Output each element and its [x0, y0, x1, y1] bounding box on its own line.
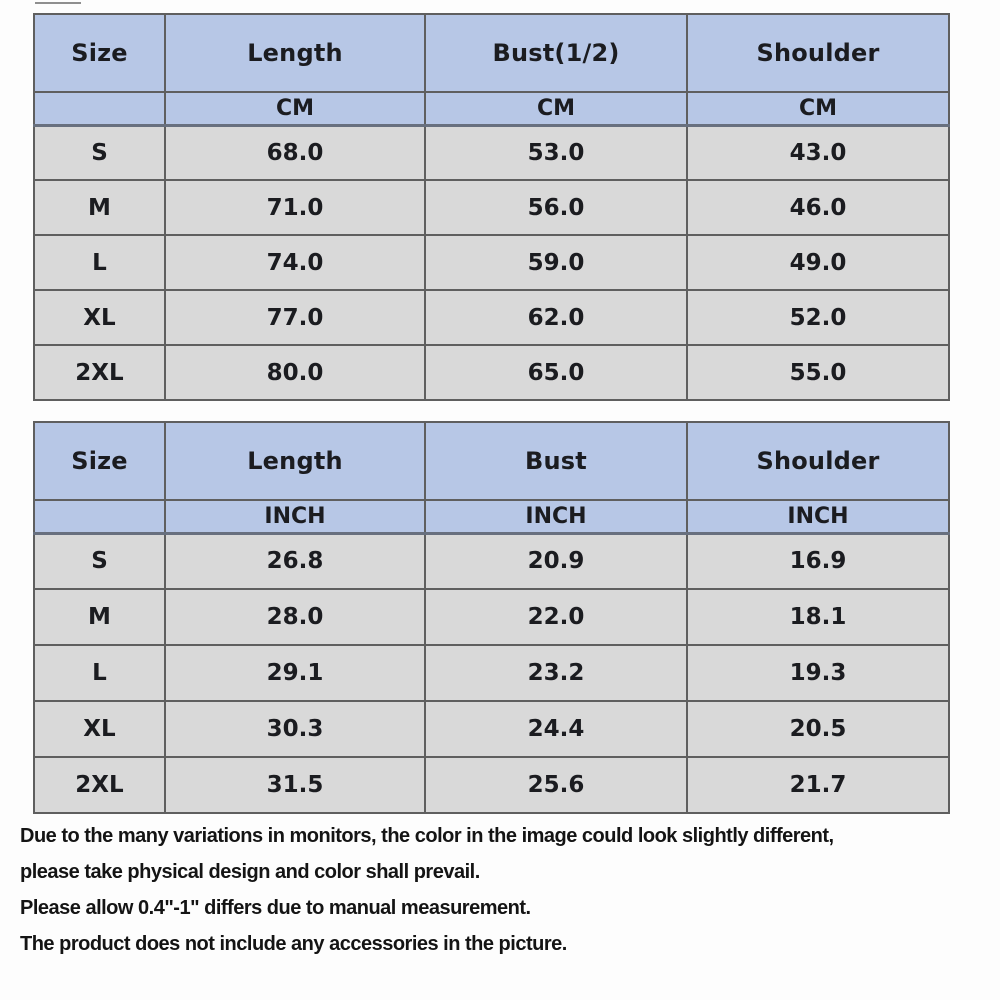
bust-value-cell: 59.0	[424, 234, 688, 291]
bust-value-cell: 23.2	[424, 644, 688, 702]
disclaimer-line-monitor-colors: Due to the many variations in monitors, …	[20, 825, 834, 847]
shoulder-value-cell: 16.9	[686, 532, 950, 590]
size-chart-inch-table: Size Length Bust Shoulder INCH INCH INCH…	[33, 421, 950, 814]
size-chart-cm-table: Size Length Bust(1/2) Shoulder CM CM CM …	[33, 13, 950, 401]
inch-unit-cell-bust: INCH	[424, 499, 688, 535]
inch-header-row: Size Length Bust Shoulder	[33, 421, 950, 501]
bust-value-cell: 56.0	[424, 179, 688, 236]
size-label-cell: M	[33, 179, 166, 236]
shoulder-value-cell: 19.3	[686, 644, 950, 702]
bust-value-cell: 65.0	[424, 344, 688, 401]
bust-value-cell: 53.0	[424, 124, 688, 181]
shoulder-value-cell: 21.7	[686, 756, 950, 814]
size-label-cell: 2XL	[33, 344, 166, 401]
size-label-cell: XL	[33, 289, 166, 346]
inch-row-m: M 28.0 22.0 18.1	[33, 588, 950, 646]
length-value-cell: 30.3	[164, 700, 426, 758]
size-label-cell: S	[33, 124, 166, 181]
shoulder-value-cell: 55.0	[686, 344, 950, 401]
shoulder-value-cell: 46.0	[686, 179, 950, 236]
cm-unit-empty-cell	[33, 91, 166, 127]
cm-row-2xl: 2XL 80.0 65.0 55.0	[33, 344, 950, 401]
bust-value-cell: 24.4	[424, 700, 688, 758]
disclaimer-line-manual-measurement: Please allow 0.4"-1" differs due to manu…	[20, 897, 531, 919]
shoulder-value-cell: 18.1	[686, 588, 950, 646]
shoulder-value-cell: 43.0	[686, 124, 950, 181]
cm-row-m: M 71.0 56.0 46.0	[33, 179, 950, 236]
inch-row-2xl: 2XL 31.5 25.6 21.7	[33, 756, 950, 814]
inch-unit-row: INCH INCH INCH	[33, 499, 950, 535]
length-value-cell: 68.0	[164, 124, 426, 181]
cm-header-row: Size Length Bust(1/2) Shoulder	[33, 13, 950, 93]
length-value-cell: 31.5	[164, 756, 426, 814]
size-label-cell: 2XL	[33, 756, 166, 814]
inch-unit-cell-shoulder: INCH	[686, 499, 950, 535]
inch-unit-empty-cell	[33, 499, 166, 535]
shoulder-value-cell: 49.0	[686, 234, 950, 291]
inch-row-l: L 29.1 23.2 19.3	[33, 644, 950, 702]
length-value-cell: 80.0	[164, 344, 426, 401]
bust-value-cell: 25.6	[424, 756, 688, 814]
disclaimer-line-physical-prevail: please take physical design and color sh…	[20, 861, 480, 883]
cm-unit-cell-shoulder: CM	[686, 91, 950, 127]
crop-artifact-line	[35, 2, 81, 4]
length-value-cell: 28.0	[164, 588, 426, 646]
cm-column-header-length: Length	[164, 13, 426, 93]
inch-column-header-bust: Bust	[424, 421, 688, 501]
cm-unit-cell-bust: CM	[424, 91, 688, 127]
length-value-cell: 77.0	[164, 289, 426, 346]
cm-column-header-size: Size	[33, 13, 166, 93]
cm-row-xl: XL 77.0 62.0 52.0	[33, 289, 950, 346]
inch-row-s: S 26.8 20.9 16.9	[33, 532, 950, 590]
bust-value-cell: 22.0	[424, 588, 688, 646]
cm-unit-row: CM CM CM	[33, 91, 950, 127]
length-value-cell: 74.0	[164, 234, 426, 291]
size-label-cell: M	[33, 588, 166, 646]
inch-unit-cell-length: INCH	[164, 499, 426, 535]
disclaimer-line-no-accessories: The product does not include any accesso…	[20, 933, 567, 955]
inch-column-header-shoulder: Shoulder	[686, 421, 950, 501]
bust-value-cell: 62.0	[424, 289, 688, 346]
size-label-cell: L	[33, 644, 166, 702]
length-value-cell: 29.1	[164, 644, 426, 702]
cm-unit-cell-length: CM	[164, 91, 426, 127]
cm-row-l: L 74.0 59.0 49.0	[33, 234, 950, 291]
cm-column-header-bust: Bust(1/2)	[424, 13, 688, 93]
inch-column-header-length: Length	[164, 421, 426, 501]
size-label-cell: L	[33, 234, 166, 291]
bust-value-cell: 20.9	[424, 532, 688, 590]
shoulder-value-cell: 20.5	[686, 700, 950, 758]
cm-row-s: S 68.0 53.0 43.0	[33, 124, 950, 181]
length-value-cell: 71.0	[164, 179, 426, 236]
size-label-cell: XL	[33, 700, 166, 758]
inch-column-header-size: Size	[33, 421, 166, 501]
length-value-cell: 26.8	[164, 532, 426, 590]
inch-row-xl: XL 30.3 24.4 20.5	[33, 700, 950, 758]
shoulder-value-cell: 52.0	[686, 289, 950, 346]
size-label-cell: S	[33, 532, 166, 590]
cm-column-header-shoulder: Shoulder	[686, 13, 950, 93]
